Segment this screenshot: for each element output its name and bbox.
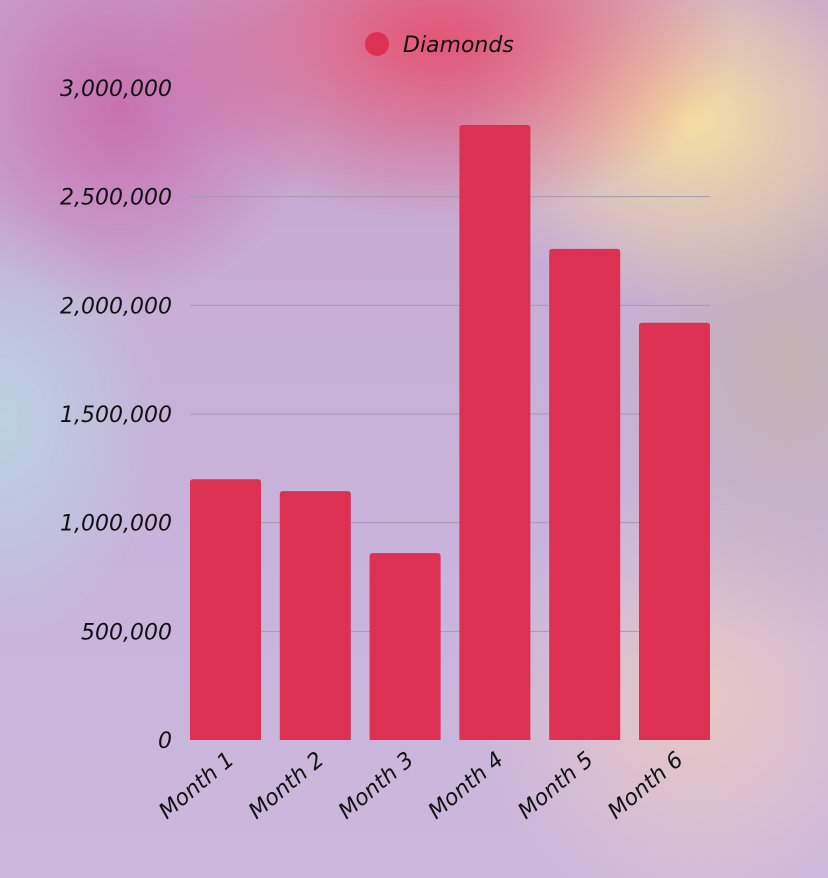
x-tick-label: Month 4: [424, 747, 509, 824]
x-tick-label: Month 5: [514, 747, 599, 824]
legend-swatch-diamonds: [365, 32, 389, 56]
bar-month-3: [369, 553, 441, 740]
y-tick-label: 3,000,000: [60, 77, 172, 102]
y-tick-label: 1,000,000: [60, 512, 172, 537]
y-axis: 0 500,000 1,000,000 1,500,000 2,000,000 2,500…: [60, 77, 172, 754]
legend: Diamonds: [365, 32, 514, 58]
bar-month-4: [459, 124, 531, 741]
y-tick-label: 1,500,000: [60, 403, 172, 428]
x-tick-label: Month 6: [603, 747, 688, 824]
bar-month-2: [279, 491, 351, 740]
x-tick-label: Month 3: [334, 747, 419, 824]
gridlines: [190, 196, 710, 632]
y-tick-label: 500,000: [81, 620, 172, 645]
bar-month-5: [549, 248, 621, 740]
legend-label-diamonds: Diamonds: [403, 33, 514, 58]
y-tick-label: 2,500,000: [60, 186, 172, 211]
y-tick-label: 2,000,000: [60, 294, 172, 319]
x-tick-label: Month 2: [244, 747, 329, 824]
bars: [190, 124, 710, 741]
y-tick-label: 0: [158, 729, 172, 754]
bar-month-1: [190, 479, 261, 740]
bar-month-6: [639, 322, 710, 740]
x-axis: Month 1 Month 2 Month 3 Month 4 Month 5 Month…: [154, 747, 688, 824]
x-tick-label: Month 1: [154, 747, 239, 824]
